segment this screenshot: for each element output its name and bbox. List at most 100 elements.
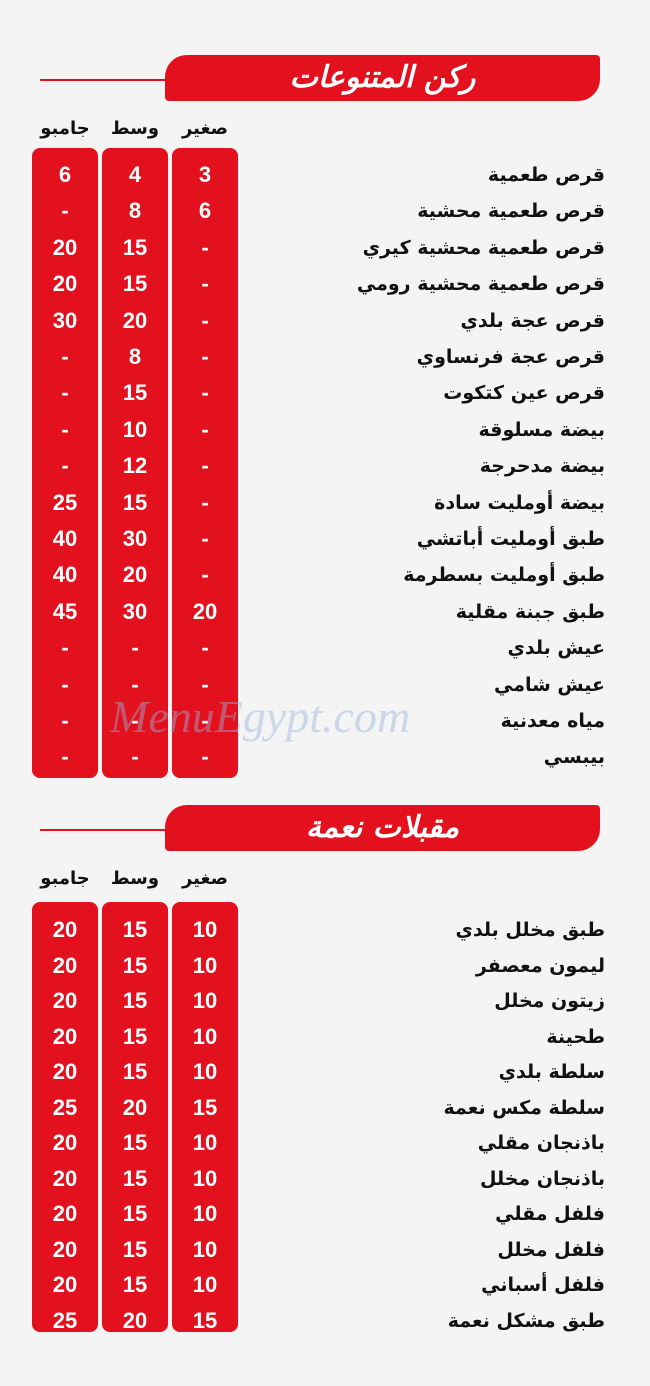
price: 20 bbox=[122, 307, 148, 333]
price: 20 bbox=[52, 1236, 78, 1262]
price: 15 bbox=[122, 1130, 148, 1155]
item-name: بيضة مسلوقة bbox=[478, 418, 605, 441]
price: 20 bbox=[52, 917, 78, 942]
price: 15 bbox=[122, 1236, 148, 1262]
price: 10 bbox=[192, 1165, 218, 1191]
item-name: طبق أومليت بسطرمة bbox=[403, 564, 605, 587]
item-name: طبق أومليت أباتشي bbox=[416, 528, 605, 550]
price: 15 bbox=[122, 917, 148, 942]
price: - bbox=[201, 453, 209, 479]
section-title: ركن المتنوعات bbox=[165, 55, 600, 101]
price: 45 bbox=[52, 598, 78, 624]
price: 10 bbox=[192, 988, 218, 1013]
price: 8 bbox=[128, 198, 142, 224]
price: 25 bbox=[52, 1307, 78, 1333]
price: 20 bbox=[122, 1307, 148, 1333]
price: 10 bbox=[122, 416, 148, 442]
price: - bbox=[61, 744, 69, 770]
column-header: جامبو bbox=[40, 118, 90, 139]
price: - bbox=[131, 635, 139, 661]
price: 15 bbox=[122, 952, 148, 978]
item-name: قرص طعمية محشية رومي bbox=[356, 273, 605, 296]
item-name: ليمون معصفر bbox=[475, 954, 605, 977]
column-header: جامبو bbox=[40, 868, 90, 889]
price: 15 bbox=[122, 1201, 148, 1226]
price: 15 bbox=[122, 1165, 148, 1191]
price: 15 bbox=[122, 234, 148, 260]
price-column bbox=[102, 902, 168, 1332]
item-name: باذنجان مخلل bbox=[480, 1167, 605, 1190]
price: 20 bbox=[52, 1165, 78, 1191]
price: 8 bbox=[128, 344, 142, 369]
price: 40 bbox=[52, 562, 78, 588]
price: - bbox=[201, 307, 209, 333]
price: - bbox=[61, 708, 69, 733]
price-column bbox=[172, 148, 238, 778]
column-header: صغير bbox=[181, 868, 229, 889]
item-name: بيضة مدحرجة bbox=[479, 455, 605, 478]
price: - bbox=[201, 344, 209, 369]
price: - bbox=[201, 380, 209, 406]
price: 10 bbox=[192, 1059, 218, 1084]
price-column bbox=[32, 148, 98, 778]
item-name: زيتون مخلل bbox=[494, 990, 605, 1012]
column-header: وسط bbox=[110, 118, 160, 139]
price: - bbox=[201, 635, 209, 661]
price: 20 bbox=[52, 1023, 78, 1049]
price: 40 bbox=[52, 526, 78, 551]
price: 20 bbox=[52, 1272, 78, 1297]
price: 10 bbox=[192, 1130, 218, 1155]
price: 20 bbox=[52, 1059, 78, 1084]
price: - bbox=[61, 671, 69, 697]
price: 10 bbox=[192, 952, 218, 978]
column-header: وسط bbox=[110, 868, 160, 889]
price: 15 bbox=[122, 988, 148, 1013]
price: 12 bbox=[122, 453, 148, 479]
price: 25 bbox=[52, 489, 78, 515]
item-name: بيبسي bbox=[543, 746, 605, 769]
price: 10 bbox=[192, 917, 218, 942]
price: 6 bbox=[198, 198, 212, 224]
item-name: فلفل أسباني bbox=[481, 1274, 605, 1296]
price: - bbox=[61, 635, 69, 661]
price: 6 bbox=[58, 162, 72, 187]
price: 15 bbox=[122, 1059, 148, 1084]
item-name: قرص طعمية محشية bbox=[417, 200, 605, 223]
price: 15 bbox=[192, 1094, 218, 1120]
price: - bbox=[61, 380, 69, 406]
price: 10 bbox=[192, 1272, 218, 1297]
price: - bbox=[201, 562, 209, 588]
price: 15 bbox=[122, 1023, 148, 1049]
price: 10 bbox=[192, 1023, 218, 1049]
price: 30 bbox=[122, 598, 148, 624]
price: 20 bbox=[52, 952, 78, 978]
item-name: طبق جبنة مقلية bbox=[455, 600, 605, 623]
price: 15 bbox=[122, 380, 148, 406]
price: 20 bbox=[52, 1130, 78, 1155]
price: 15 bbox=[122, 489, 148, 515]
item-name: قرص عين كتكوت bbox=[443, 382, 605, 405]
price: - bbox=[201, 416, 209, 442]
item-name: قرص طعمية محشية كيري bbox=[362, 236, 605, 259]
price: - bbox=[201, 708, 209, 733]
item-name: طبق مشكل نعمة bbox=[447, 1309, 605, 1332]
price-column bbox=[32, 902, 98, 1332]
price: 30 bbox=[122, 526, 148, 551]
price: 15 bbox=[192, 1307, 218, 1333]
item-name: قرص طعمية bbox=[487, 164, 605, 186]
price: - bbox=[61, 344, 69, 369]
item-name: عيش بلدي bbox=[507, 637, 606, 660]
price: 20 bbox=[52, 271, 78, 297]
price: 10 bbox=[192, 1201, 218, 1226]
item-name: بيضة أومليت سادة bbox=[434, 491, 605, 514]
title-rule bbox=[40, 829, 170, 831]
item-name: طحينة bbox=[546, 1025, 605, 1048]
price: 4 bbox=[128, 162, 142, 187]
price: - bbox=[201, 671, 209, 697]
title-rule bbox=[40, 79, 170, 81]
price: - bbox=[201, 234, 209, 260]
price: - bbox=[201, 489, 209, 515]
item-name: قرص عجة فرنساوي bbox=[416, 346, 605, 368]
price: 20 bbox=[52, 1201, 78, 1226]
